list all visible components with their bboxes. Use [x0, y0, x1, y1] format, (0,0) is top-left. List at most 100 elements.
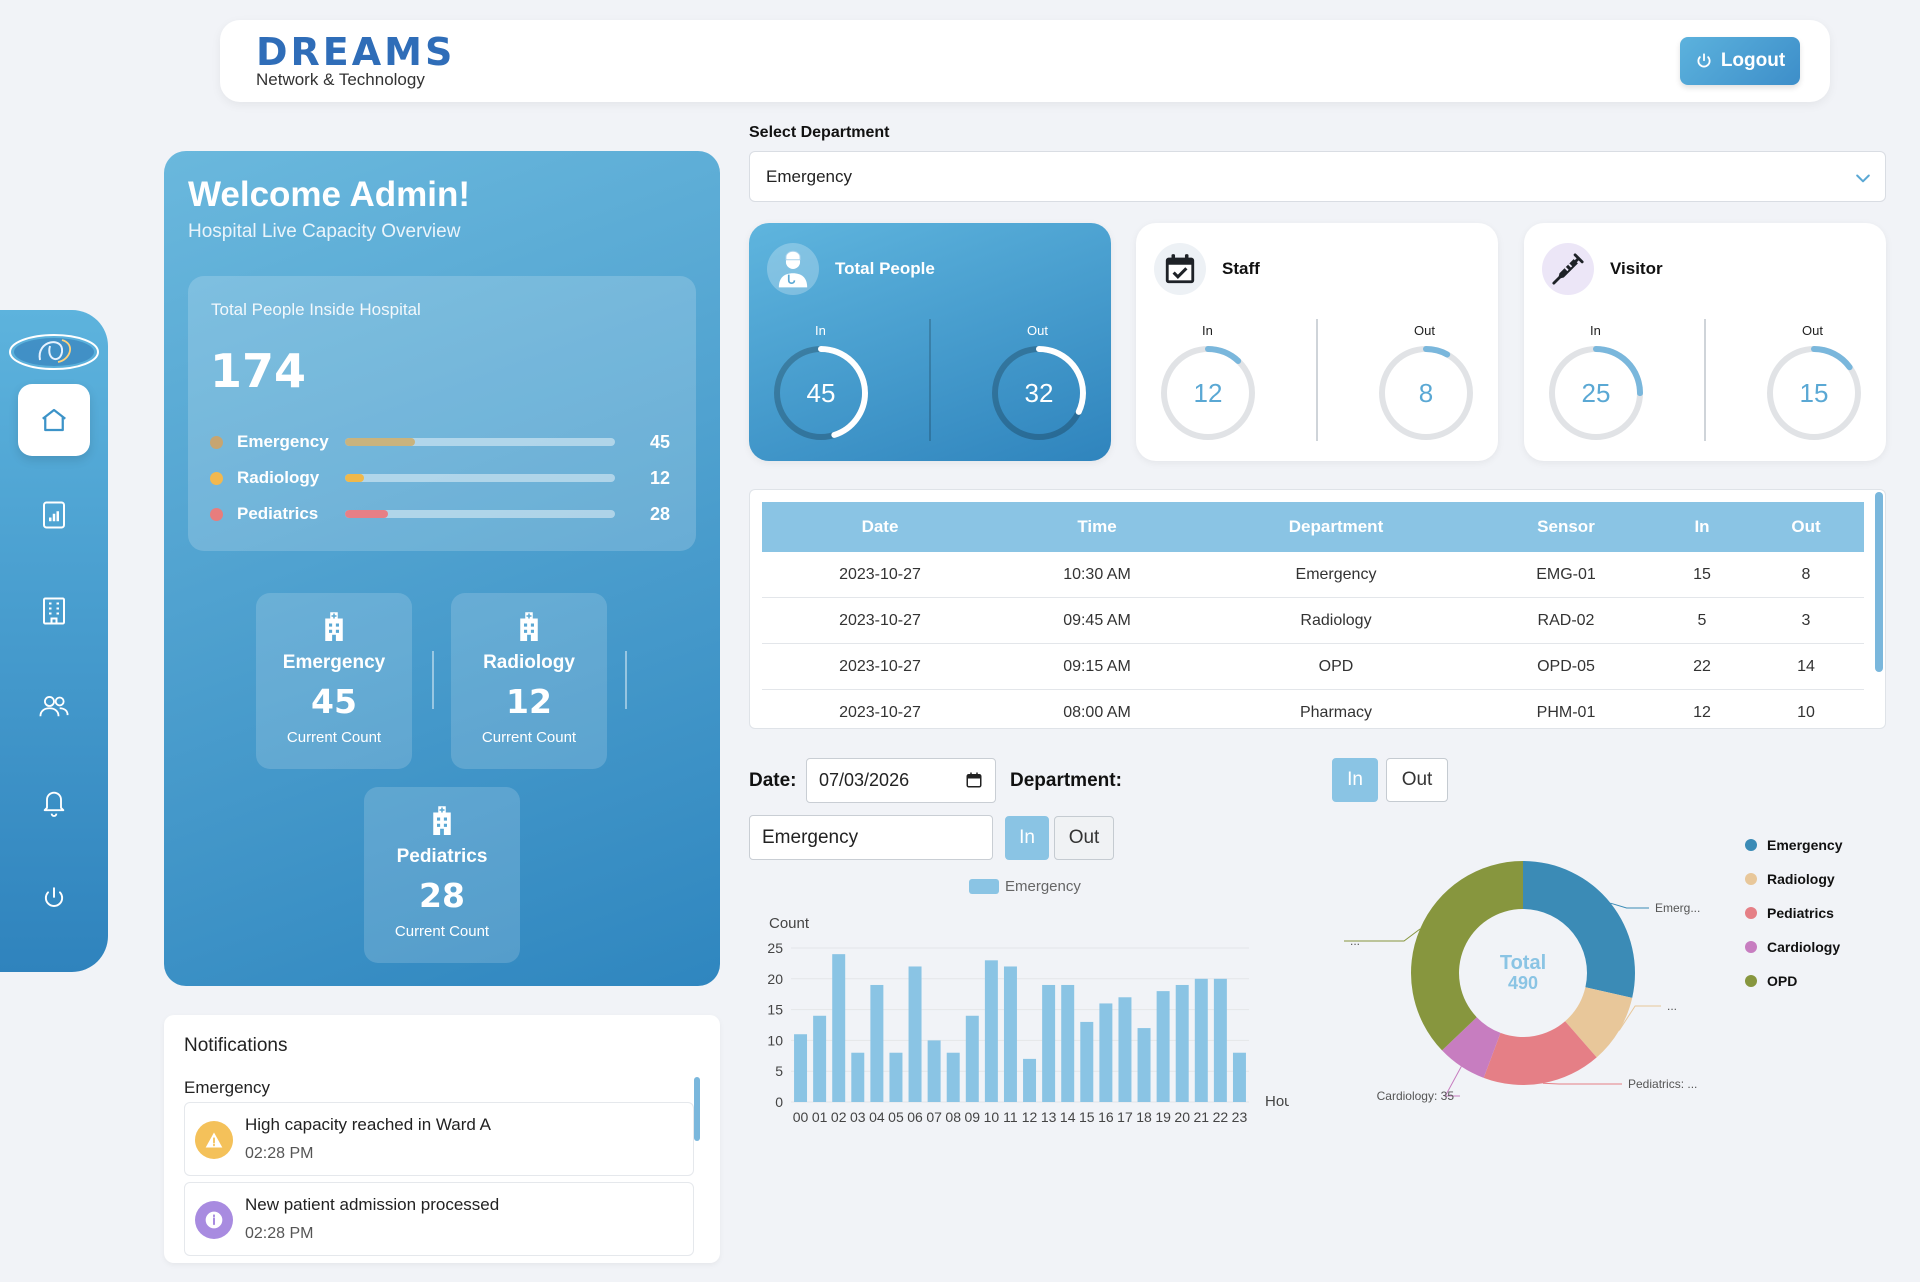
donut-slice[interactable] — [1565, 987, 1633, 1058]
bar[interactable] — [870, 984, 884, 1102]
table-cell: 2023-10-27 — [839, 703, 921, 721]
dept-card-radiology[interactable]: Radiology 12 Current Count — [451, 593, 607, 769]
dept-value: 12 — [649, 467, 670, 488]
in-toggle-button[interactable]: In — [1332, 758, 1378, 802]
dept-card-name: Pediatrics — [396, 846, 488, 867]
donut-slice[interactable] — [1523, 861, 1635, 998]
bar[interactable] — [946, 1052, 960, 1102]
stat-out-label: Out — [1802, 323, 1823, 338]
bar[interactable] — [794, 1034, 808, 1102]
table-cell: 3 — [1801, 611, 1811, 629]
dept-bar-row: Emergency 45 — [210, 431, 670, 453]
bar[interactable] — [1118, 997, 1132, 1102]
stat-title: Total People — [835, 259, 935, 278]
column-header[interactable]: Time — [1077, 517, 1117, 536]
sensor-log-table: Date Time Department Sensor In Out 2023-… — [749, 489, 1886, 729]
table-row[interactable]: 2023-10-27 10:30 AM Emergency EMG-01 15 … — [762, 552, 1864, 598]
stat-in-ring — [774, 346, 868, 440]
info-icon — [195, 1201, 233, 1239]
bar[interactable] — [908, 966, 922, 1102]
bar[interactable] — [813, 1015, 827, 1102]
donut-slice[interactable] — [1411, 861, 1523, 1051]
notifications-scrollbar[interactable] — [694, 1077, 700, 1141]
bar[interactable] — [1137, 1028, 1151, 1102]
card-divider — [625, 651, 627, 709]
donut-center-label: Total — [1500, 952, 1546, 974]
column-header[interactable]: Sensor — [1537, 517, 1595, 536]
bar[interactable] — [1099, 1003, 1113, 1102]
calendar-icon[interactable] — [965, 771, 983, 789]
stat-out-label: Out — [1027, 323, 1048, 338]
sidebar-item-notifications[interactable] — [18, 766, 90, 838]
dept-card-pediatrics[interactable]: Pediatrics 28 Current Count — [364, 787, 520, 963]
ring-arc — [1767, 346, 1861, 440]
bar[interactable] — [1213, 978, 1227, 1102]
dept-dot — [210, 507, 223, 521]
logo-subtitle: Network & Technology — [256, 70, 425, 89]
table-cell: EMG-01 — [1536, 565, 1596, 583]
sidebar-item-departments[interactable] — [18, 575, 90, 647]
donut-slice[interactable] — [1483, 1021, 1597, 1085]
dept-card-label: Current Count — [481, 729, 577, 746]
legend-item[interactable]: Pediatrics — [1745, 896, 1842, 930]
stat-card-visitor: Visitor In Out 25 15 — [1524, 223, 1886, 461]
bar[interactable] — [1175, 984, 1189, 1102]
bar[interactable] — [832, 954, 846, 1102]
notification-item[interactable]: New patient admission processed 02:28 PM — [184, 1182, 694, 1256]
dept-card-emergency[interactable]: Emergency 45 Current Count — [256, 593, 412, 769]
stat-out-label: Out — [1414, 323, 1435, 338]
logout-button[interactable]: Logout — [1680, 37, 1800, 85]
column-header[interactable]: Out — [1791, 517, 1821, 536]
bar[interactable] — [927, 1040, 941, 1102]
bar[interactable] — [1156, 991, 1170, 1102]
notifications-panel: Notifications Emergency High capacity re… — [164, 1015, 720, 1263]
donut-slice[interactable] — [1442, 1017, 1501, 1078]
notification-item[interactable]: High capacity reached in Ward A 02:28 PM — [184, 1102, 694, 1176]
legend-item[interactable]: OPD — [1745, 964, 1842, 998]
bar[interactable] — [1042, 984, 1056, 1102]
chart-out-button[interactable]: Out — [1054, 816, 1114, 860]
bar[interactable] — [1023, 1058, 1037, 1102]
x-tick-label: 07 — [926, 1109, 942, 1125]
bar[interactable] — [965, 1015, 979, 1102]
table-scrollbar[interactable] — [1875, 492, 1883, 672]
sidebar-item-home[interactable] — [18, 384, 90, 456]
legend-item[interactable]: Cardiology — [1745, 930, 1842, 964]
table-cell: 12 — [1693, 703, 1711, 721]
bar[interactable] — [851, 1052, 865, 1102]
bar[interactable] — [1232, 1052, 1246, 1102]
bar[interactable] — [889, 1052, 903, 1102]
logout-label: Logout — [1720, 50, 1786, 71]
notification-time: 02:28 PM — [245, 1225, 314, 1242]
department-select[interactable]: Emergency — [749, 151, 1886, 202]
slice-leader-line — [1444, 1066, 1462, 1097]
bar[interactable] — [1061, 984, 1075, 1102]
table-row[interactable]: 2023-10-27 09:15 AM OPD OPD-05 22 14 — [762, 644, 1864, 690]
date-input[interactable]: 07/03/2026 — [806, 758, 996, 803]
brand-logo: DREAMS Network & Technology — [256, 32, 455, 90]
x-tick-label: 21 — [1194, 1109, 1210, 1125]
legend-item[interactable]: Radiology — [1745, 862, 1842, 896]
department-input[interactable]: Emergency — [749, 815, 993, 860]
bar[interactable] — [1080, 1021, 1094, 1102]
column-header[interactable]: In — [1694, 517, 1710, 536]
bar[interactable] — [1003, 966, 1017, 1102]
bar[interactable] — [984, 960, 998, 1102]
table-cell: 14 — [1797, 657, 1815, 675]
out-toggle-button[interactable]: Out — [1386, 758, 1448, 802]
chart-in-button[interactable]: In — [1005, 816, 1049, 860]
table-row[interactable]: 2023-10-27 09:45 AM Radiology RAD-02 5 3 — [762, 598, 1864, 644]
legend-dot — [1745, 941, 1757, 953]
column-header[interactable]: Date — [861, 517, 899, 536]
sidebar-item-users[interactable] — [18, 670, 90, 742]
column-header[interactable]: Department — [1288, 517, 1384, 536]
y-tick-label: 0 — [775, 1094, 783, 1110]
sidebar-item-logout[interactable] — [18, 862, 90, 934]
table-row[interactable]: 2023-10-27 08:00 AM Pharmacy PHM-01 12 1… — [762, 690, 1864, 728]
legend-item[interactable]: Emergency — [1745, 828, 1842, 862]
sidebar-item-reports[interactable] — [18, 479, 90, 551]
slice-label: Cardiology: 35 — [1377, 1089, 1455, 1103]
stat-in-value: 45 — [806, 377, 836, 408]
bar[interactable] — [1194, 978, 1208, 1102]
